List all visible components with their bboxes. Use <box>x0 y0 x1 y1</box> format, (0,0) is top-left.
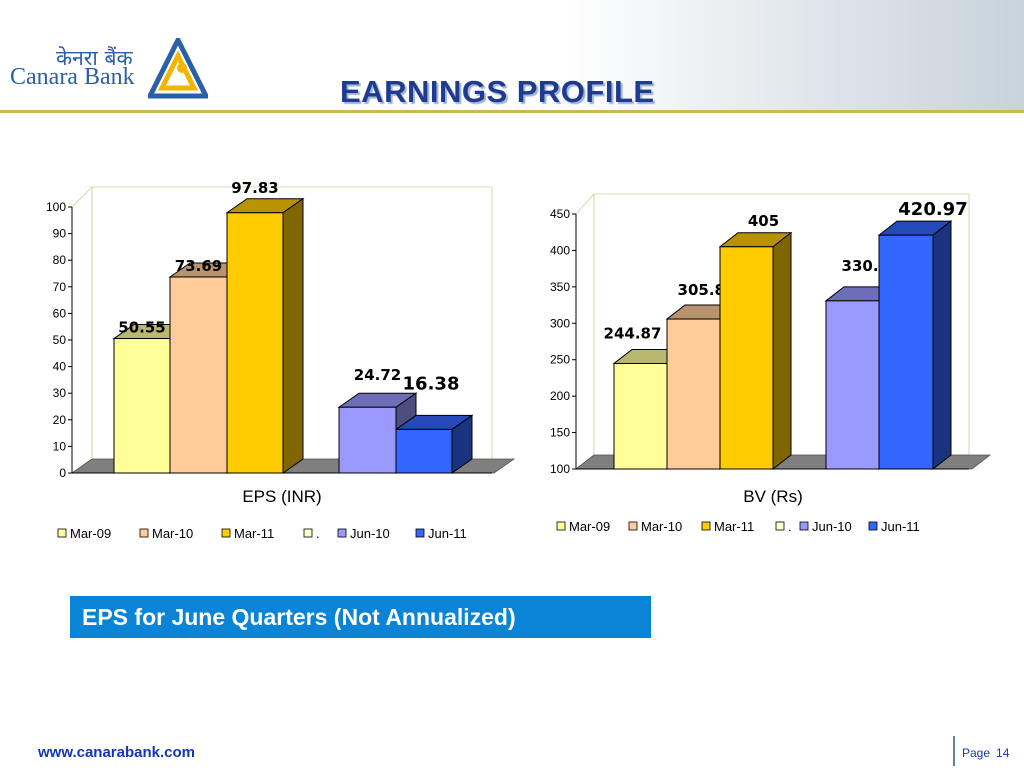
chart-0-side-wall <box>71 186 93 474</box>
page-indicator: Page 14 <box>962 746 1015 760</box>
chart-0-bar-Jun-10 <box>338 406 397 474</box>
chart-0-data-label-Mar-11: 97.83 <box>231 179 278 197</box>
chart-0-x-title: EPS (INR) <box>242 487 321 506</box>
chart-1-legend-label-0: Mar-09 <box>569 519 610 534</box>
chart-1-ytick-label: 150 <box>550 426 570 440</box>
eps-note-banner: EPS for June Quarters (Not Annualized) <box>70 596 651 638</box>
chart-1-legend-swatch-0 <box>556 521 566 531</box>
chart-1-ytick-label: 450 <box>550 207 570 221</box>
chart-0-legend-swatch-1 <box>139 528 149 538</box>
logo-area <box>0 26 238 106</box>
chart-0-legend-swatch-0 <box>57 528 67 538</box>
chart-1-legend-swatch-2 <box>701 521 711 531</box>
chart-0-legend-label-2: Mar-11 <box>234 526 274 541</box>
chart-1-ytick-label: 200 <box>550 389 570 403</box>
chart-1-bar-Jun-11 <box>878 234 934 470</box>
chart-1-ytick-label: 300 <box>550 316 570 330</box>
chart-0-legend-label-0: Mar-09 <box>70 526 111 541</box>
chart-0-bar-Mar-10 <box>169 276 228 474</box>
chart-0-legend-swatch-3 <box>303 528 313 538</box>
chart-1-ytick-label: 100 <box>550 462 570 476</box>
chart-0-bar-Mar-09 <box>113 338 171 474</box>
chart-1-data-label-Mar-11: 405 <box>748 212 779 230</box>
chart-0-data-label-Jun-10: 24.72 <box>354 366 401 384</box>
chart-0-legend-label-4: Jun-10 <box>350 526 390 541</box>
chart-0-ytick-label: 10 <box>53 439 67 453</box>
chart-0-legend-swatch-5 <box>415 528 425 538</box>
logo-english-text: Canara Bank <box>10 64 135 90</box>
chart-0-legend-label-3: . <box>316 526 320 541</box>
chart-1-legend-label-3: . <box>788 519 792 534</box>
canara-bank-logo-icon <box>148 38 208 99</box>
chart-0-ytick-label: 90 <box>53 227 67 241</box>
chart-0-data-label-Mar-10: 73.69 <box>175 257 222 275</box>
page-number: 14 <box>996 746 1010 760</box>
chart-0-bar-Jun-11 <box>395 428 453 474</box>
chart-1-data-label-Mar-09: 244.87 <box>604 324 662 342</box>
chart-1-legend-label-2: Mar-11 <box>714 519 754 534</box>
chart-1-ytick-label: 350 <box>550 280 570 294</box>
logo-hindi-text: केनरा बैंक <box>56 46 133 70</box>
chart-0-legend-label-1: Mar-10 <box>152 526 193 541</box>
chart-1-legend-swatch-1 <box>628 521 638 531</box>
chart-0-ytick-label: 50 <box>53 333 67 347</box>
chart-1-legend-swatch-4 <box>799 521 809 531</box>
chart-0-ytick-label: 100 <box>46 200 66 214</box>
chart-0-ytick-label: 0 <box>59 466 66 480</box>
chart-0-bar-Mar-11 <box>226 212 284 474</box>
chart-1-ytick-label: 400 <box>550 243 570 257</box>
chart-0-ytick-label: 80 <box>53 253 67 267</box>
page-title: EARNINGS PROFILE <box>340 74 655 109</box>
chart-0-ytick-label: 40 <box>53 360 67 374</box>
chart-1-bar-Mar-11 <box>719 246 774 470</box>
chart-0-legend-swatch-2 <box>221 528 231 538</box>
chart-1-legend-label-1: Mar-10 <box>641 519 682 534</box>
chart-0-ytick-label: 30 <box>53 386 67 400</box>
chart-0-legend-swatch-4 <box>337 528 347 538</box>
chart-1-legend-swatch-3 <box>775 521 785 531</box>
chart-1-legend-swatch-5 <box>868 521 878 531</box>
chart-0-data-label-Jun-11: 16.38 <box>403 373 460 394</box>
chart-0-ytick-label: 20 <box>53 413 67 427</box>
chart-0-data-label-Mar-09: 50.55 <box>118 319 165 337</box>
chart-0-bar-side-Mar-11 <box>282 197 304 474</box>
chart-1-bar-side-Mar-11 <box>772 231 792 471</box>
chart-1-legend-label-4: Jun-10 <box>812 519 852 534</box>
chart-1-legend-label-5: Jun-11 <box>881 519 920 534</box>
page-label: Page <box>962 746 991 760</box>
chart-1-side-wall <box>575 192 595 470</box>
chart-0-ytick-label: 60 <box>53 306 67 320</box>
footer-url-link[interactable]: www.canarabank.com <box>38 744 196 761</box>
chart-0-legend-label-5: Jun-11 <box>428 526 467 541</box>
chart-1-bar-Mar-10 <box>666 318 721 470</box>
chart-1-bar-side-Jun-11 <box>932 220 952 471</box>
chart-1-ytick-label: 250 <box>550 353 570 367</box>
chart-0-ytick-label: 70 <box>53 280 67 294</box>
chart-1-data-label-Jun-11: 420.97 <box>898 199 967 220</box>
chart-1-bar-Jun-10 <box>825 300 880 470</box>
header-divider <box>0 110 1024 113</box>
footer-divider <box>953 736 955 766</box>
chart-1-bar-Mar-09 <box>613 362 668 470</box>
chart-1-x-title: BV (Rs) <box>743 487 803 506</box>
